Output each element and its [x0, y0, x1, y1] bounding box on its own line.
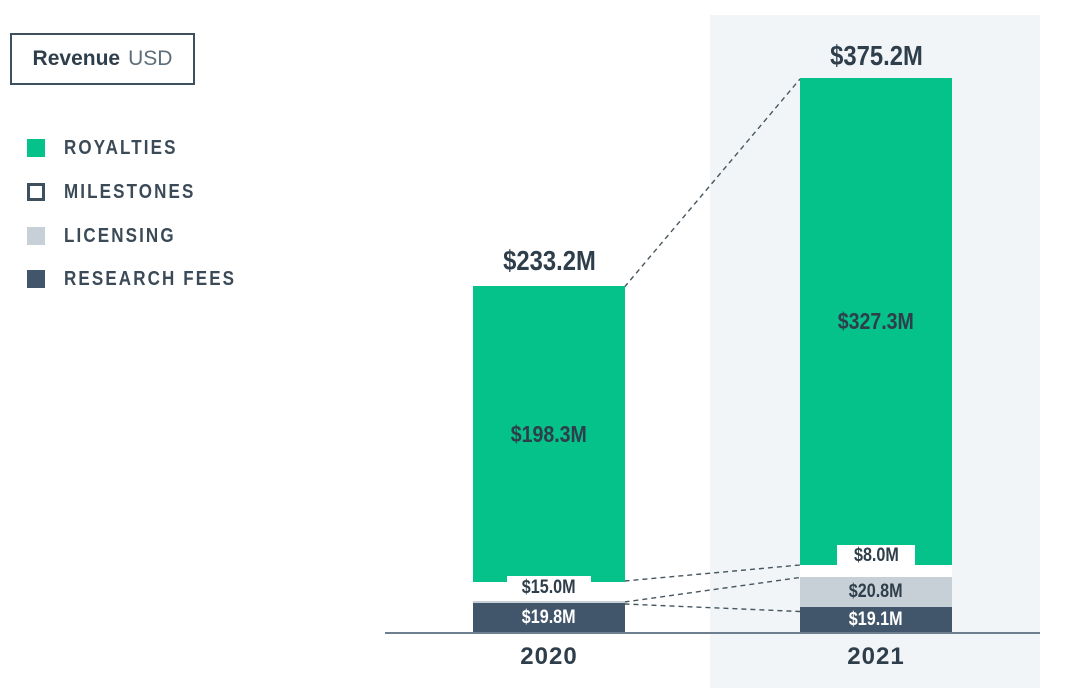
- legend-label: MILESTONES: [64, 180, 196, 203]
- chart-title: Revenue: [32, 47, 121, 70]
- milestones-label-box-2021: $8.0M: [837, 545, 915, 567]
- bar-2020-royalties-segment: $198.3M: [473, 286, 625, 582]
- research-value-2020: $19.8M: [522, 607, 576, 628]
- total-label-2020: $233.2M: [473, 245, 625, 277]
- research-fees-swatch-icon: [27, 270, 45, 288]
- legend-item-milestones: MILESTONES: [27, 180, 219, 203]
- total-label-2021: $375.2M: [800, 40, 952, 72]
- chart-title-box: Revenue USD: [10, 33, 195, 85]
- legend-label: LICENSING: [64, 224, 176, 247]
- bar-2020-licensing-segment: [473, 601, 625, 603]
- legend-item-licensing: LICENSING: [27, 224, 195, 247]
- licensing-swatch-icon: [27, 227, 45, 245]
- x-axis-line: [385, 632, 1040, 634]
- bar-2021-milestones-segment: [800, 565, 952, 577]
- milestones-label-box-2020: $15.0M: [507, 576, 591, 599]
- bar-2021-research-segment: $19.1M: [800, 607, 952, 633]
- x-axis-label-2020: 2020: [520, 643, 578, 670]
- total-value-2021: $375.2M: [829, 40, 923, 71]
- legend-item-research-fees: RESEARCH FEES: [27, 267, 267, 290]
- milestones-value-2020: $15.0M: [522, 576, 576, 598]
- royalties-value-2020: $198.3M: [510, 420, 588, 447]
- bar-2021-royalties-segment: $327.3M: [800, 78, 952, 565]
- legend-item-royalties: ROYALTIES: [27, 136, 198, 159]
- royalties-swatch-icon: [27, 139, 45, 157]
- total-value-2020: $233.2M: [502, 245, 596, 276]
- bar-2020-research-segment: $19.8M: [473, 603, 625, 633]
- licensing-value-2021: $20.8M: [849, 581, 903, 602]
- x-axis-label-2021: 2021: [847, 643, 905, 670]
- milestones-value-2021: $8.0M: [853, 545, 899, 566]
- milestones-swatch-icon: [27, 183, 45, 201]
- legend-label: RESEARCH FEES: [64, 267, 237, 290]
- bar-2021-licensing-segment: $20.8M: [800, 577, 952, 607]
- research-value-2021: $19.1M: [849, 609, 903, 630]
- chart-title-unit: USD: [128, 47, 173, 70]
- legend-label: ROYALTIES: [64, 136, 178, 159]
- royalties-value-2021: $327.3M: [837, 308, 915, 334]
